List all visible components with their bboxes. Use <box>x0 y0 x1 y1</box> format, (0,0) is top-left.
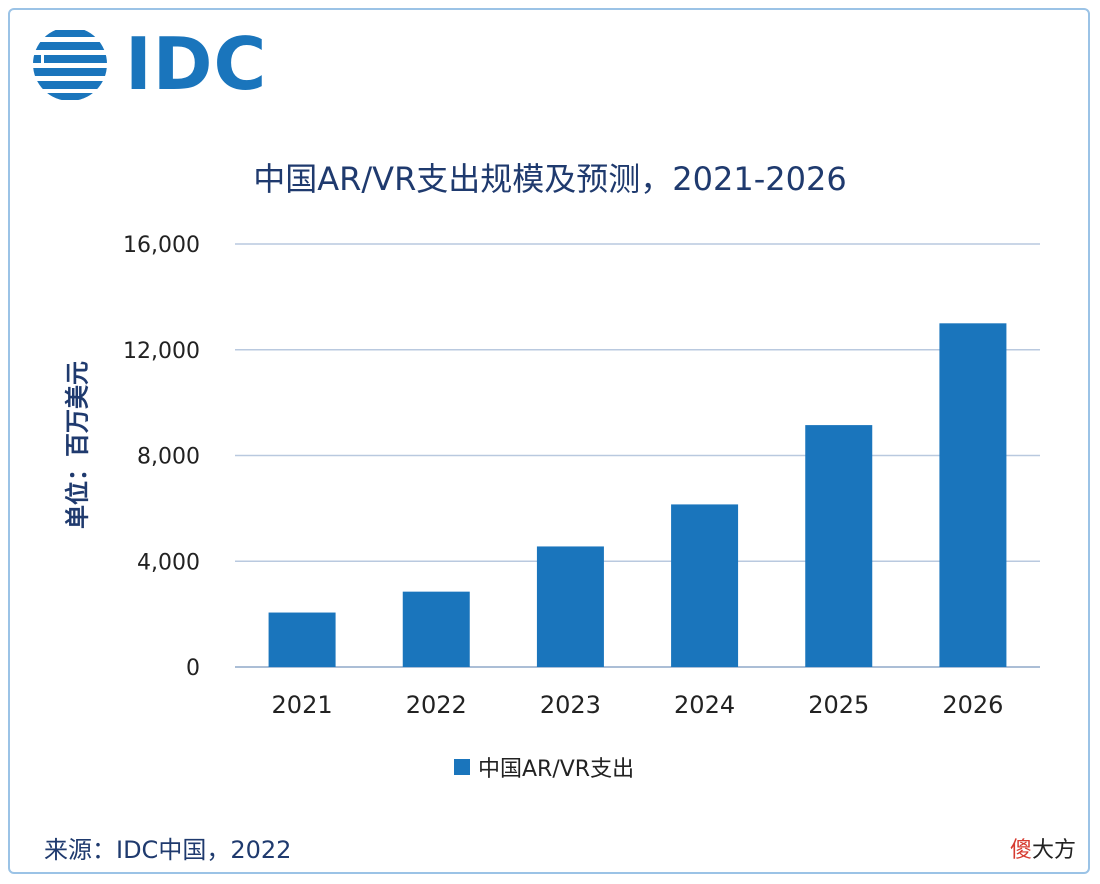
y-tick-label: 16,000 <box>123 233 200 258</box>
y-tick-label: 4,000 <box>137 550 200 575</box>
logo-text: IDC <box>125 22 268 106</box>
bar <box>402 591 470 667</box>
watermark: 傻大方 <box>1010 832 1076 864</box>
bar <box>805 425 873 667</box>
globe-icon <box>33 30 107 100</box>
x-tick-label: 2021 <box>272 691 333 719</box>
y-tick-label: 0 <box>186 656 200 681</box>
y-tick-label: 8,000 <box>137 445 200 470</box>
legend: 中国AR/VR支出 <box>454 750 634 784</box>
bar <box>671 504 739 667</box>
idc-logo: IDC <box>30 24 266 104</box>
globe-stripe <box>33 81 107 89</box>
legend-label: 中国AR/VR支出 <box>478 757 635 782</box>
y-tick-label: 12,000 <box>123 339 200 364</box>
watermark-rest: 大方 <box>1032 838 1077 863</box>
watermark-first-char: 傻 <box>1010 838 1033 863</box>
legend-swatch <box>454 759 470 775</box>
globe-stripe <box>33 42 107 50</box>
source-note: 来源：IDC中国，2022 <box>44 836 292 864</box>
globe-stripe <box>33 68 107 76</box>
x-tick-label: 2026 <box>942 691 1003 719</box>
bar <box>939 323 1007 667</box>
chart-frame <box>8 8 1090 874</box>
x-tick-label: 2024 <box>674 691 735 719</box>
x-tick-label: 2023 <box>540 691 601 719</box>
x-tick-label: 2025 <box>808 691 869 719</box>
globe-stripe <box>44 55 107 63</box>
globe-stripe <box>33 93 107 100</box>
globe-stripe <box>33 30 107 37</box>
x-tick-label: 2022 <box>406 691 467 719</box>
chart-title: 中国AR/VR支出规模及预测，2021-2026 <box>253 160 847 198</box>
bar <box>268 612 336 667</box>
bar <box>536 546 604 667</box>
globe-dot <box>33 55 41 63</box>
